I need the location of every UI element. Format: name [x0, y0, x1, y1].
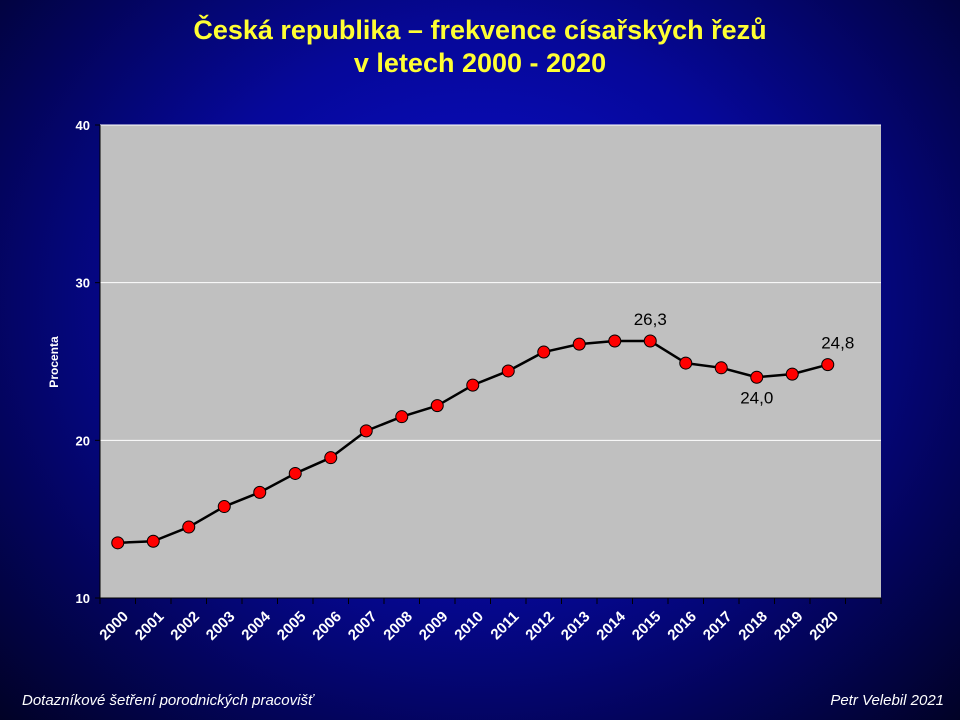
data-point-2011 [501, 364, 515, 378]
chart-title-line-2: v letech 2000 - 2020 [353, 48, 607, 78]
y-axis-label: Procenta [47, 336, 61, 388]
x-tick-label-2007: 2007 [345, 608, 381, 644]
y-tick-label-30: 30 [76, 276, 90, 291]
data-point-2015 [643, 334, 657, 348]
data-point-2001 [146, 534, 160, 548]
x-tick-label-2003: 2003 [203, 608, 239, 644]
x-tick-label-2008: 2008 [380, 608, 416, 644]
data-point-2016 [679, 356, 693, 370]
data-point-2009 [430, 399, 444, 413]
x-tick-label-2001: 2001 [132, 608, 168, 644]
data-point-2010 [466, 378, 480, 392]
data-point-2017 [714, 361, 728, 375]
chart-title-line-1: Česká republika – frekvence císařských ř… [193, 15, 767, 45]
data-point-2013 [572, 337, 586, 351]
x-tick-label-2014: 2014 [593, 608, 629, 644]
data-point-2018 [750, 370, 764, 384]
data-label-2020: 24,8 [821, 334, 854, 353]
y-tick-label-10: 10 [76, 591, 90, 606]
footer-source: Dotazníkové šetření porodnických pracovi… [22, 692, 314, 709]
chart-title: Česká republika – frekvence císařských ř… [0, 14, 960, 80]
x-tick-label-2009: 2009 [416, 608, 452, 644]
x-tick-label-2015: 2015 [629, 608, 665, 644]
y-tick-label-20: 20 [76, 433, 90, 448]
plot-area [100, 125, 881, 598]
data-label-2015: 26,3 [634, 310, 667, 329]
data-point-2008 [395, 410, 409, 424]
data-point-2014 [608, 334, 622, 348]
data-label-2018: 24,0 [740, 388, 773, 407]
x-tick-label-2016: 2016 [664, 608, 700, 644]
x-tick-label-2002: 2002 [167, 608, 203, 644]
data-point-2020 [821, 358, 835, 372]
x-tick-label-2012: 2012 [522, 608, 558, 644]
data-point-2003 [217, 500, 231, 514]
data-point-2000 [111, 536, 125, 550]
x-tick-label-2010: 2010 [451, 608, 487, 644]
data-point-2006 [324, 451, 338, 465]
data-point-2019 [785, 367, 799, 381]
x-tick-label-2017: 2017 [700, 608, 736, 644]
x-tick-label-2000: 2000 [96, 608, 132, 644]
x-tick-label-2011: 2011 [487, 608, 522, 643]
footer-author: Petr Velebil 2021 [830, 692, 944, 709]
x-tick-label-2018: 2018 [735, 608, 771, 644]
x-tick-label-2006: 2006 [309, 608, 345, 644]
data-point-2002 [182, 520, 196, 534]
data-point-2012 [537, 345, 551, 359]
x-tick-label-2004: 2004 [238, 608, 274, 644]
data-point-2004 [253, 485, 267, 499]
x-tick-label-2005: 2005 [274, 608, 310, 644]
data-point-2005 [288, 466, 302, 480]
x-tick-label-2020: 2020 [806, 608, 842, 644]
data-point-2007 [359, 424, 373, 438]
x-tick-label-2019: 2019 [771, 608, 807, 644]
y-tick-label-40: 40 [76, 118, 90, 133]
x-tick-label-2013: 2013 [558, 608, 594, 644]
